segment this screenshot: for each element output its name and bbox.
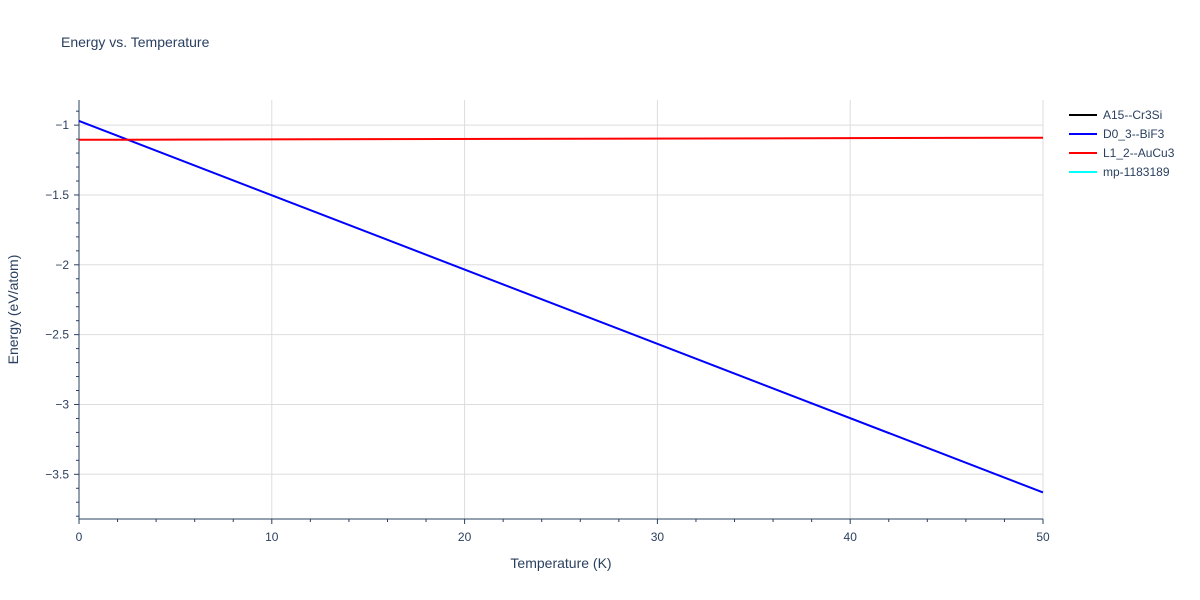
legend-item[interactable]: L1_2--AuCu3	[1069, 146, 1175, 160]
series-line-L1_2--AuCu3	[78, 136, 1044, 141]
chart-title: Energy vs. Temperature	[61, 34, 210, 50]
x-axis-title: Temperature (K)	[510, 555, 611, 571]
x-tick-label: 10	[265, 530, 279, 544]
legend-label: D0_3--BiF3	[1103, 127, 1165, 141]
y-tick-label: −2.5	[45, 328, 69, 342]
legend-label: A15--Cr3Si	[1103, 108, 1162, 122]
x-tick-label: 20	[458, 530, 472, 544]
legend[interactable]: A15--Cr3Si D0_3--BiF3 L1_2--AuCu3 mp-118318…	[1069, 108, 1175, 179]
series-layer	[78, 120, 1044, 494]
series-line-D0_3--BiF3	[78, 120, 1044, 494]
y-tick-label: −1.5	[45, 188, 69, 202]
x-tick-label: 0	[76, 530, 83, 544]
x-tick-label: 50	[1036, 530, 1050, 544]
x-tick-label: 40	[844, 530, 858, 544]
y-tick-label: −2	[55, 258, 69, 272]
label-layer: 0 10 20 30 40 50 −1 −1.5 −2 −2.5 −3 −3.5 Temperature…	[5, 118, 1050, 571]
axis-layer	[74, 100, 1044, 524]
legend-item[interactable]: D0_3--BiF3	[1069, 127, 1165, 141]
legend-item[interactable]: mp-1183189	[1069, 165, 1170, 179]
y-axis-title: Energy (eV/atom)	[5, 255, 21, 365]
legend-item[interactable]: A15--Cr3Si	[1069, 108, 1162, 122]
y-tick-label: −1	[55, 118, 69, 132]
legend-label: L1_2--AuCu3	[1103, 146, 1175, 160]
y-tick-label: −3.5	[45, 467, 69, 481]
x-tick-label: 30	[651, 530, 665, 544]
grid-layer	[79, 100, 1044, 519]
y-tick-label: −3	[55, 397, 69, 411]
legend-label: mp-1183189	[1103, 165, 1170, 179]
